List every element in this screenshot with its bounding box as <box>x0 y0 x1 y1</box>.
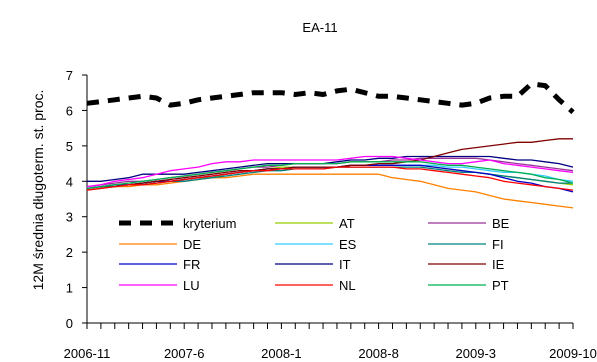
series-line-nl <box>86 166 574 191</box>
series-lines <box>86 81 575 209</box>
legend-label-ie: IE <box>492 257 505 272</box>
legend-label-kryterium: kryterium <box>183 216 236 231</box>
legend-label-es: ES <box>339 237 357 252</box>
series-line-it <box>87 155 574 182</box>
series-line-pt <box>86 161 574 190</box>
legend-label-fi: FI <box>492 237 504 252</box>
y-tick-label: 6 <box>66 103 73 118</box>
series-line-kryterium <box>86 81 575 115</box>
y-axis-label: 12M średnia długoterm. st. proc. <box>30 90 46 291</box>
legend-label-lu: LU <box>183 278 200 293</box>
x-tick-label: 2009-3 <box>456 346 496 361</box>
y-tick-label: 4 <box>66 174 73 189</box>
legend-label-de: DE <box>183 237 201 252</box>
y-tick-label: 0 <box>66 316 73 331</box>
y-tick-label: 5 <box>66 139 73 154</box>
x-tick-label: 2007-6 <box>164 346 204 361</box>
series-line-de <box>86 173 574 209</box>
legend: kryterium AT BE DE ES FI FR IT IE LU NL PT <box>119 216 510 293</box>
x-tick-label: 2006-11 <box>64 346 111 361</box>
legend-label-nl: NL <box>339 278 356 293</box>
legend-label-fr: FR <box>183 257 200 272</box>
chart-title: EA-11 <box>302 20 337 35</box>
y-tick-label: 1 <box>66 281 73 296</box>
series-line-ie <box>86 138 573 191</box>
legend-label-be: BE <box>492 216 510 231</box>
legend-label-pt: PT <box>492 278 509 293</box>
y-tick-label: 2 <box>66 245 73 260</box>
x-tick-label: 2008-1 <box>261 346 301 361</box>
x-tick-label: 2008-8 <box>358 346 398 361</box>
y-tick-label: 3 <box>66 210 73 225</box>
series-line-lu <box>86 155 574 188</box>
axes: 0 1 2 3 4 5 6 7 2006-11 2007-6 2008-1 2008-8 2009-3 2… <box>64 68 597 361</box>
legend-label-it: IT <box>339 257 351 272</box>
y-tick-label: 7 <box>66 68 73 83</box>
legend-label-at: AT <box>339 216 355 231</box>
x-tick-label: 2009-10 <box>549 346 597 361</box>
